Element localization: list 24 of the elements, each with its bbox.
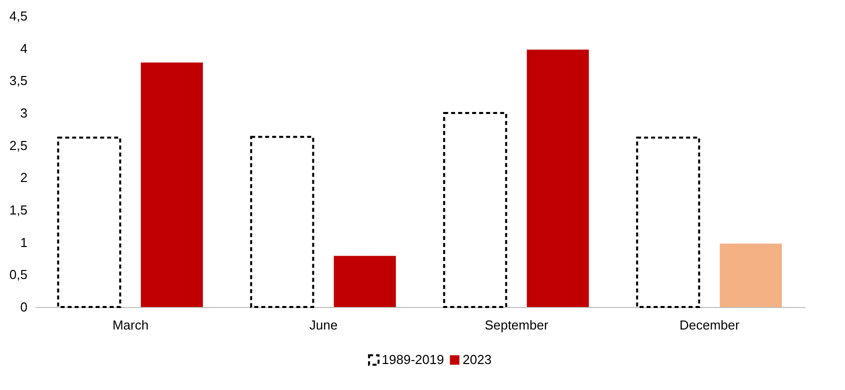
bar <box>140 62 203 307</box>
x-tick-label: December <box>679 318 740 332</box>
y-tick-label: 3 <box>20 106 28 120</box>
bar <box>526 50 589 307</box>
y-tick-label: 4,5 <box>9 8 28 24</box>
y-tick-label: 1,5 <box>9 202 28 218</box>
legend-label: 1989-2019 <box>382 352 444 367</box>
x-tick-label: June <box>309 318 338 332</box>
bar <box>443 112 508 308</box>
x-tick-label: March <box>112 318 149 332</box>
bar <box>57 136 122 308</box>
legend-label: 2023 <box>462 352 492 367</box>
y-tick-label: 1 <box>20 234 28 250</box>
y-tick-label: 2,5 <box>9 138 28 153</box>
bar <box>720 244 782 307</box>
bar <box>250 136 314 308</box>
y-tick-label: 0 <box>20 300 28 314</box>
y-tick-label: 0,5 <box>9 267 28 282</box>
y-tick-label: 2 <box>20 170 28 186</box>
bar <box>334 256 396 307</box>
bar <box>636 136 700 308</box>
y-tick-label: 4 <box>20 40 28 56</box>
x-tick-label: September <box>484 318 549 332</box>
y-tick-label: 3,5 <box>9 73 28 88</box>
